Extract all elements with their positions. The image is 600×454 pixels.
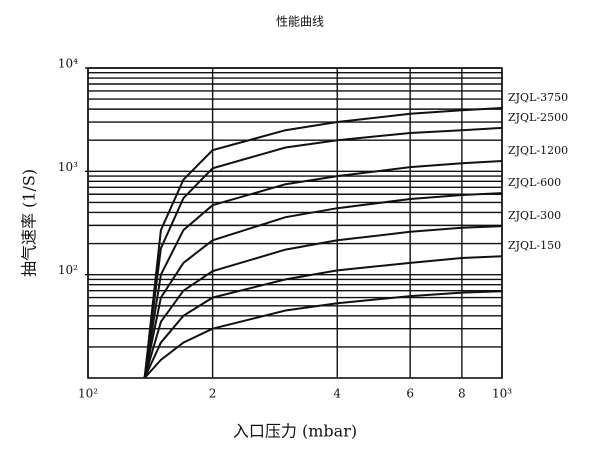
- series-label: ZJQL-3750: [508, 91, 568, 104]
- curve: [143, 192, 503, 379]
- y-axis-title: 抽气速率 (1/S): [20, 169, 39, 277]
- series-label: ZJQL-300: [508, 209, 561, 222]
- x-tick-label: 4: [333, 387, 341, 401]
- y-tick-label: 10⁴: [58, 57, 78, 71]
- chart-title: 性能曲线: [276, 15, 324, 29]
- curve: [143, 160, 503, 379]
- x-tick-label: 10³: [492, 387, 512, 401]
- curve: [143, 290, 503, 379]
- series-label: ZJQL-1200: [508, 144, 568, 157]
- x-tick-label: 8: [458, 387, 466, 401]
- x-tick-label: 6: [406, 387, 414, 401]
- curve: [143, 126, 503, 379]
- curve: [143, 255, 503, 379]
- series-label: ZJQL-150: [508, 239, 561, 252]
- x-tick-label: 10²: [78, 387, 98, 401]
- curve: [143, 107, 503, 379]
- y-tick-label: 10²: [58, 263, 78, 277]
- y-tick-label: 10³: [58, 160, 78, 174]
- series-label: ZJQL-2500: [508, 111, 568, 124]
- x-tick-label: 2: [209, 387, 217, 401]
- curve: [143, 225, 503, 379]
- x-axis-title: 入口压力 (mbar): [233, 422, 357, 441]
- series-label: ZJQL-600: [508, 176, 561, 189]
